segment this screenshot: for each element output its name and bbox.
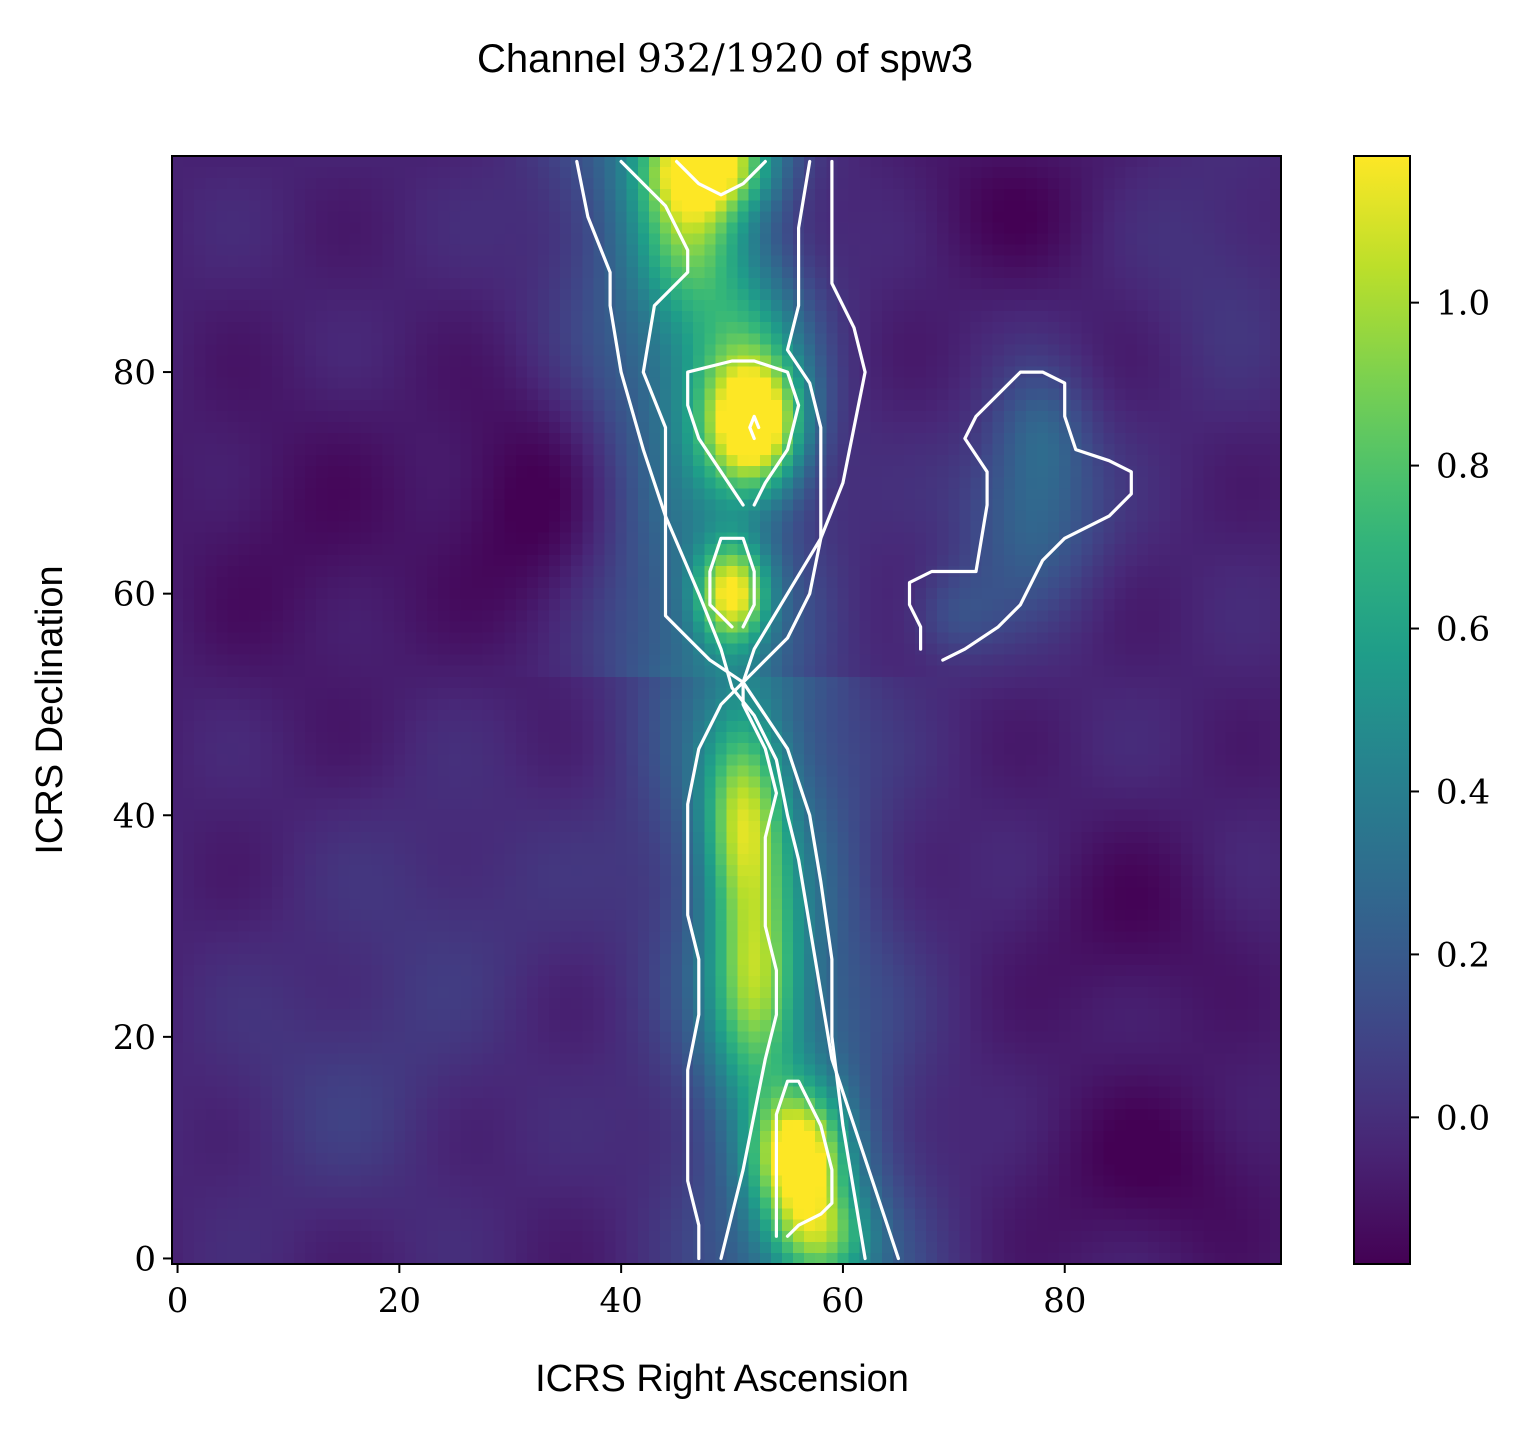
y-axis: 0 20 40 60 80: [113, 353, 172, 1279]
contour-line: [619, 159, 745, 684]
plot-frame: [171, 155, 1282, 1265]
contour-line: [741, 159, 867, 1261]
contour-line: [748, 414, 761, 441]
contour-line: [674, 159, 767, 197]
colorbar: 0.0 0.2 0.4 0.6 0.8 1.0: [1353, 155, 1490, 1265]
x-tick-label: 0: [167, 1281, 189, 1321]
contour-line: [686, 359, 801, 507]
chart-title: Channel 932/1920 of spw3: [477, 37, 973, 82]
heatmap-image: [172, 156, 1281, 1264]
colorbar-tick-label: 0.8: [1436, 447, 1490, 487]
colorbar-gradient: [1354, 156, 1410, 1264]
x-tick-label: 60: [821, 1281, 864, 1321]
x-tick-label: 40: [600, 1281, 643, 1321]
y-tick-label: 20: [113, 1018, 156, 1058]
colorbar-tick-label: 0.2: [1436, 935, 1490, 975]
colorbar-tick-label: 0.0: [1436, 1098, 1490, 1138]
y-tick-label: 40: [113, 796, 156, 836]
y-tick-label: 60: [113, 575, 156, 615]
contour-line: [907, 370, 1133, 662]
x-tick-label: 80: [1043, 1281, 1086, 1321]
colorbar-tick-label: 0.4: [1436, 772, 1490, 812]
colorbar-tick-label: 1.0: [1436, 284, 1490, 324]
x-tick-label: 20: [378, 1281, 421, 1321]
y-axis-label: ICRS Declination: [29, 565, 71, 854]
chart-title-end: of spw3: [824, 37, 973, 81]
x-axis-label: ICRS Right Ascension: [535, 1358, 909, 1400]
colorbar-ticks: 0.0 0.2 0.4 0.6 0.8 1.0: [1410, 284, 1490, 1138]
plot-area: [171, 155, 1282, 1265]
x-axis: 0 20 40 60 80: [167, 1264, 1086, 1321]
y-tick-label: 0: [134, 1239, 156, 1279]
contour-layer: [575, 159, 1133, 1261]
chart-title-math: 932/1920: [637, 37, 824, 82]
colorbar-tick-label: 0.6: [1436, 610, 1490, 650]
y-tick-label: 80: [113, 353, 156, 393]
chart-title-main: Channel: [477, 37, 637, 81]
contour-line: [686, 680, 745, 1261]
contour-line: [719, 680, 779, 1261]
colorbar-frame: [1353, 155, 1411, 1265]
contour-line: [741, 159, 823, 684]
contour-line: [774, 1079, 834, 1238]
contour-line: [708, 536, 756, 629]
